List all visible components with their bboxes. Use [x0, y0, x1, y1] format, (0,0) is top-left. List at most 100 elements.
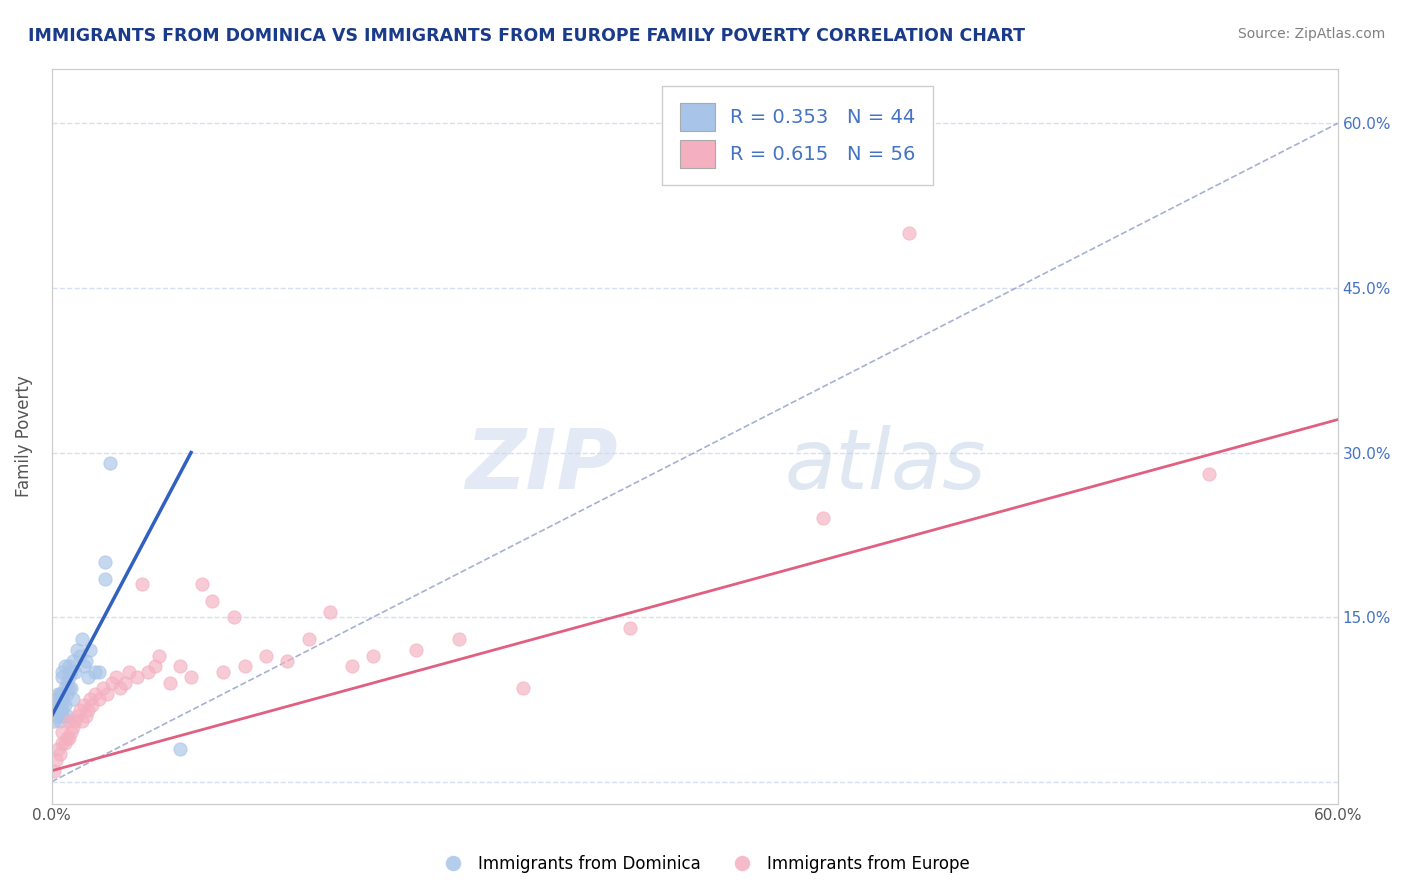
Point [110, 681, 132, 696]
Point [62, 654, 84, 668]
Point [65, 665, 87, 679]
Point [83, 665, 105, 679]
Point [60, 665, 83, 679]
Point [51, 703, 73, 717]
Point [49, 698, 72, 712]
Point [62, 720, 84, 734]
Point [58, 681, 80, 696]
Point [60, 725, 83, 739]
Legend: R = 0.353   N = 44, R = 0.615   N = 56: R = 0.353 N = 44, R = 0.615 N = 56 [662, 86, 934, 186]
Point [46, 698, 69, 712]
Point [159, 676, 181, 690]
Point [619, 621, 641, 635]
Point [83, 687, 105, 701]
Point [49, 703, 72, 717]
Point [94, 572, 117, 586]
Point [143, 659, 166, 673]
Point [340, 659, 363, 673]
Point [45, 692, 67, 706]
Point [53, 736, 76, 750]
Point [51, 725, 73, 739]
Point [49, 714, 72, 729]
Point [55, 709, 77, 723]
Point [55, 687, 77, 701]
Point [813, 511, 835, 525]
Point [45, 703, 67, 717]
Point [114, 676, 136, 690]
Point [53, 659, 76, 673]
Point [127, 670, 149, 684]
Point [65, 714, 87, 729]
Point [191, 577, 214, 591]
Point [53, 698, 76, 712]
Point [79, 643, 101, 657]
Point [66, 709, 89, 723]
Point [87, 692, 110, 706]
Point [77, 703, 100, 717]
Point [98, 457, 121, 471]
Point [77, 670, 100, 684]
Point [70, 714, 93, 729]
Text: Source: ZipAtlas.com: Source: ZipAtlas.com [1237, 27, 1385, 41]
Point [53, 681, 76, 696]
Point [361, 648, 384, 663]
Point [42, 764, 65, 778]
Point [100, 676, 122, 690]
Point [46, 687, 69, 701]
Point [105, 670, 128, 684]
Point [51, 670, 73, 684]
Point [212, 665, 235, 679]
Legend: Immigrants from Dominica, Immigrants from Europe: Immigrants from Dominica, Immigrants fro… [429, 848, 977, 880]
Point [45, 753, 67, 767]
Point [87, 665, 110, 679]
Point [405, 643, 427, 657]
Point [51, 736, 73, 750]
Point [46, 741, 69, 756]
Point [222, 610, 245, 624]
Y-axis label: Family Poverty: Family Poverty [15, 376, 32, 497]
Point [898, 226, 921, 240]
Point [69, 648, 91, 663]
Point [55, 731, 77, 745]
Point [148, 648, 170, 663]
Point [70, 632, 93, 646]
Point [233, 659, 256, 673]
Point [58, 659, 80, 673]
Point [55, 676, 77, 690]
Point [447, 632, 470, 646]
Point [131, 577, 153, 591]
Point [51, 698, 73, 712]
Point [94, 555, 117, 569]
Point [1198, 467, 1220, 482]
Point [91, 681, 114, 696]
Point [42, 714, 65, 729]
Point [169, 659, 191, 673]
Point [75, 654, 97, 668]
Point [49, 687, 72, 701]
Point [51, 665, 73, 679]
Point [79, 692, 101, 706]
Point [118, 665, 141, 679]
Point [66, 643, 89, 657]
Point [60, 681, 83, 696]
Point [298, 632, 321, 646]
Point [62, 692, 84, 706]
Point [201, 593, 224, 607]
Point [73, 698, 96, 712]
Point [58, 714, 80, 729]
Point [276, 654, 298, 668]
Point [82, 698, 104, 712]
Point [49, 747, 72, 762]
Point [69, 703, 91, 717]
Point [96, 687, 118, 701]
Point [46, 709, 69, 723]
Point [136, 665, 159, 679]
Point [58, 731, 80, 745]
Point [75, 709, 97, 723]
Point [51, 709, 73, 723]
Point [51, 692, 73, 706]
Point [254, 648, 277, 663]
Point [169, 741, 191, 756]
Text: ZIP: ZIP [465, 425, 617, 506]
Point [58, 670, 80, 684]
